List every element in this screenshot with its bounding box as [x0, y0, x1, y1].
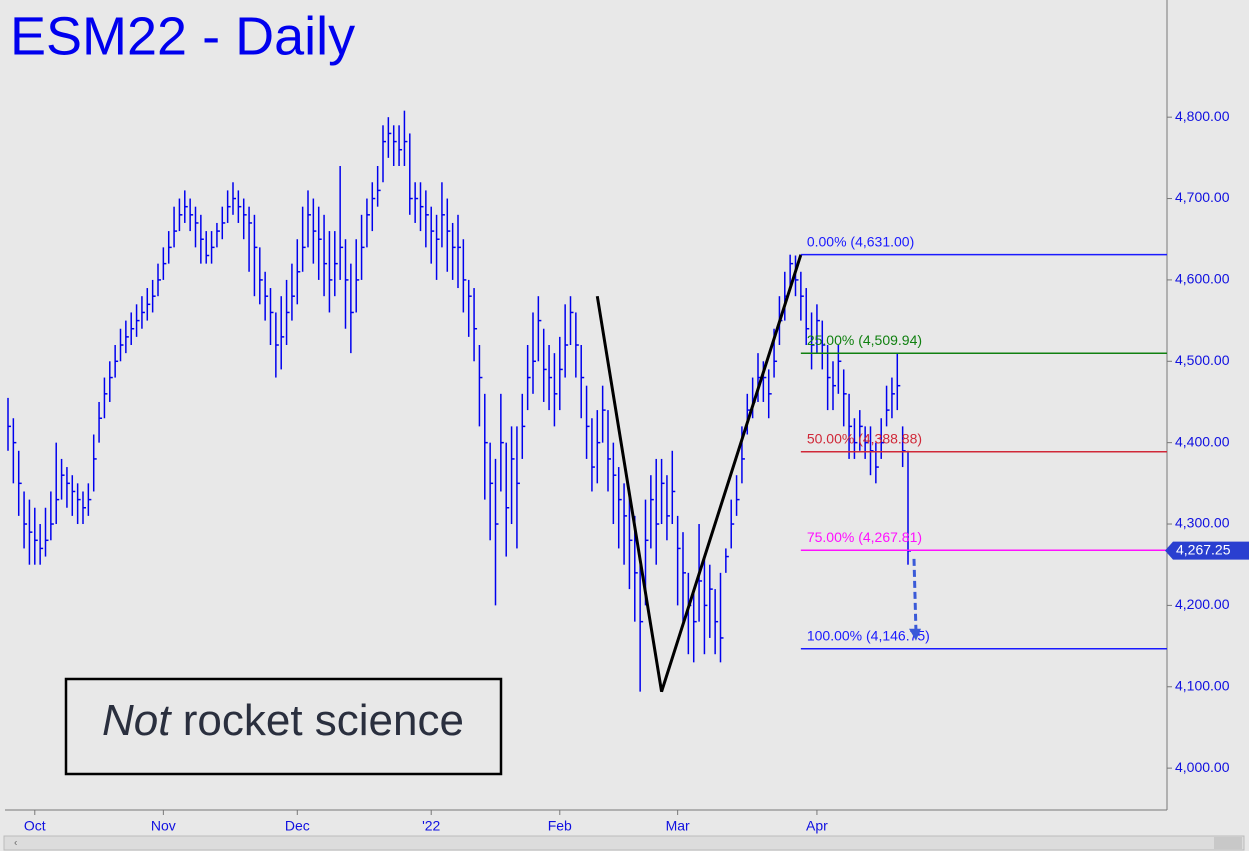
plot: 4,000.00 4,100.00 4,200.00 4,300.00 4,400.00…: [7, 108, 1230, 834]
y-tick-label: 4,400.00: [1175, 433, 1230, 449]
x-tick-label: Dec: [285, 818, 310, 834]
y-tick-label: 4,200.00: [1175, 596, 1230, 612]
last-price-label: 4,267.25: [1176, 541, 1231, 557]
fib-label: 50.00% (4,388.88): [807, 430, 922, 446]
fib-label: 75.00% (4,267.81): [807, 529, 922, 545]
note: Not rocket science: [102, 696, 464, 745]
note-emphasis: Not: [102, 696, 172, 745]
last-price-tag: [1165, 541, 1249, 560]
fib-label: 25.00% (4,509.94): [807, 332, 922, 348]
y-tick-label: 4,300.00: [1175, 515, 1230, 531]
x-tick-label: Feb: [548, 818, 572, 834]
scrollbar[interactable]: [3, 835, 1245, 851]
y-tick-label: 4,500.00: [1175, 352, 1230, 368]
fib-label: 100.00% (4,146.75): [807, 627, 930, 643]
x-tick-label: '22: [422, 818, 440, 834]
projection-arrow: [912, 558, 918, 633]
x-tick-label: Mar: [666, 818, 690, 834]
x-tick-label: Apr: [806, 818, 828, 834]
x-tick-label: Nov: [151, 818, 176, 834]
x-tick-label: Oct: [24, 818, 46, 834]
y-tick-label: 4,000.00: [1175, 759, 1230, 775]
note-text: rocket science: [183, 696, 464, 745]
note-box: [64, 677, 503, 776]
fib-label: 0.00% (4,631.00): [807, 233, 914, 249]
scroll-left[interactable]: ‹: [14, 838, 17, 849]
y-tick-label: 4,700.00: [1175, 189, 1230, 205]
y-tick-label: 4,800.00: [1175, 108, 1230, 124]
scroll-thumb[interactable]: [1214, 837, 1242, 849]
projection-arrowhead: [909, 628, 921, 641]
chart-title: ESM22 - Daily: [10, 6, 355, 66]
pattern-line: [595, 254, 803, 693]
y-tick-label: 4,600.00: [1175, 271, 1230, 287]
y-tick-label: 4,100.00: [1175, 677, 1230, 693]
